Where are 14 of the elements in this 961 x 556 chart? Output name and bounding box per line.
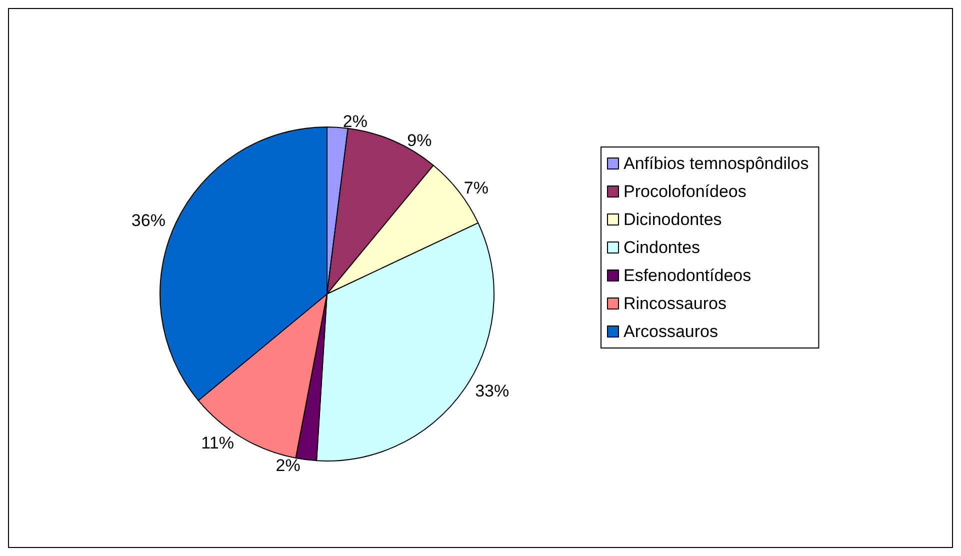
legend-label: Procolofonídeos bbox=[624, 182, 746, 201]
data-label: 7% bbox=[464, 178, 488, 198]
data-label: 9% bbox=[407, 130, 432, 150]
data-label: 2% bbox=[342, 112, 368, 131]
legend-label: Dicinodontes bbox=[624, 210, 722, 229]
legend-label: Esfenodontídeos bbox=[624, 266, 752, 285]
legend-label: Arcossauros bbox=[624, 322, 718, 341]
data-label: 33% bbox=[475, 382, 510, 401]
legend-label: Cindontes bbox=[624, 238, 700, 257]
data-label: 11% bbox=[201, 433, 234, 452]
legend-label: Rincossauros bbox=[624, 294, 726, 313]
legend-label: Anfíbios temnospôndilos bbox=[624, 154, 809, 173]
data-label: 36% bbox=[131, 210, 166, 230]
data-label: 2% bbox=[276, 456, 300, 476]
